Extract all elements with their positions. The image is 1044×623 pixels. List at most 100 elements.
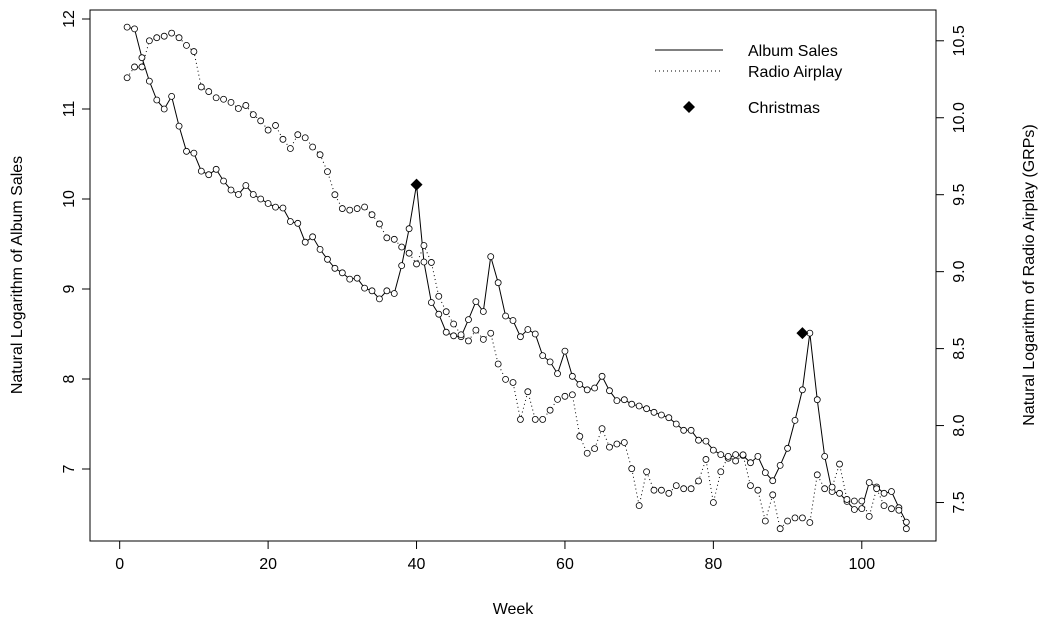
y-right-tick-label: 9.0 [951, 260, 968, 282]
point-album-sales [301, 238, 309, 246]
point-album-sales [517, 333, 524, 341]
point-radio-airplay [353, 205, 361, 212]
point-radio-airplay [494, 360, 502, 368]
series-line-radio-airplay [126, 32, 907, 530]
point-radio-airplay [183, 42, 190, 49]
point-album-sales [776, 461, 784, 469]
y-left-tick-label: 12 [61, 10, 78, 28]
point-album-sales [888, 488, 895, 495]
point-radio-airplay [487, 329, 495, 337]
point-album-sales [791, 416, 799, 424]
legend-label-album-sales: Album Sales [748, 43, 838, 60]
point-album-sales [286, 218, 294, 225]
point-radio-airplay [732, 457, 740, 465]
point-album-sales [257, 195, 265, 203]
point-radio-airplay [331, 191, 339, 199]
point-radio-airplay [264, 126, 272, 134]
point-radio-airplay [873, 485, 881, 493]
point-album-sales [836, 489, 843, 497]
point-radio-airplay [286, 145, 294, 152]
series-layer [123, 23, 910, 533]
y-axis-right-title: Natural Logarithm of Radio Airplay (GRPs… [1021, 124, 1038, 425]
point-album-sales [235, 191, 242, 198]
point-album-sales [190, 149, 198, 157]
point-radio-airplay [628, 465, 636, 473]
point-album-sales [145, 77, 153, 85]
point-album-sales [680, 426, 688, 434]
point-radio-airplay [368, 211, 376, 219]
point-album-sales [465, 316, 472, 324]
point-album-sales [672, 420, 680, 428]
point-album-sales [799, 386, 806, 394]
point-album-sales [361, 284, 368, 292]
point-radio-airplay [294, 131, 302, 139]
point-radio-airplay [791, 514, 799, 522]
point-album-sales [539, 352, 547, 360]
point-album-sales [427, 299, 435, 306]
point-radio-airplay [665, 489, 673, 497]
point-album-sales [628, 400, 636, 408]
point-album-sales [702, 437, 710, 445]
point-radio-airplay [324, 168, 331, 176]
point-radio-airplay [739, 451, 747, 459]
point-album-sales [249, 191, 257, 198]
point-radio-airplay [717, 468, 725, 476]
point-album-sales [227, 186, 235, 194]
point-album-sales [316, 245, 324, 253]
point-radio-airplay [613, 440, 621, 448]
point-radio-airplay [576, 432, 584, 440]
legend-label-radio-airplay: Radio Airplay [748, 64, 842, 81]
point-radio-airplay [390, 235, 398, 243]
point-album-sales [546, 358, 554, 366]
point-radio-airplay [806, 519, 814, 526]
point-radio-airplay [427, 259, 435, 266]
point-album-sales [279, 204, 287, 212]
point-radio-airplay [888, 505, 895, 513]
point-radio-airplay [145, 37, 153, 45]
x-axis-title: Week [493, 601, 535, 618]
christmas-marker [410, 178, 423, 191]
x-tick-label: 0 [115, 556, 124, 573]
y-axis-right: 7.5 8.0 8.5 9.0 9.5 10.0 10.5 [936, 25, 968, 514]
point-radio-airplay [583, 449, 591, 457]
point-album-sales [709, 446, 717, 454]
point-radio-airplay [205, 88, 213, 95]
point-album-sales [598, 372, 606, 380]
point-radio-airplay [123, 74, 131, 82]
point-radio-airplay [309, 143, 317, 151]
y-right-tick-label: 10.5 [951, 25, 968, 56]
x-tick-label: 40 [408, 556, 426, 573]
point-album-sales [717, 451, 725, 459]
point-radio-airplay [502, 375, 509, 383]
point-album-sales [687, 426, 695, 434]
point-album-sales [197, 167, 205, 175]
point-radio-airplay [591, 445, 599, 453]
point-album-sales [168, 93, 176, 100]
point-album-sales [487, 253, 495, 261]
point-album-sales [294, 219, 302, 227]
point-radio-airplay [153, 34, 161, 42]
point-radio-airplay [568, 391, 576, 399]
point-album-sales [390, 290, 398, 297]
point-radio-airplay [272, 122, 279, 129]
y-left-tick-label: 11 [61, 101, 78, 118]
point-album-sales [576, 380, 584, 388]
point-album-sales [398, 262, 406, 270]
point-album-sales [160, 105, 168, 113]
point-album-sales [784, 444, 791, 452]
point-album-sales [123, 23, 131, 31]
point-album-sales [568, 372, 576, 380]
point-album-sales [554, 370, 561, 378]
point-radio-airplay [442, 308, 450, 316]
point-radio-airplay [702, 456, 710, 463]
point-album-sales [338, 269, 346, 277]
legend: Album Sales Radio Airplay Christmas [655, 43, 842, 117]
x-tick-label: 20 [259, 556, 277, 573]
point-radio-airplay [531, 416, 539, 423]
y-right-tick-label: 7.5 [951, 491, 968, 513]
point-radio-airplay [546, 406, 554, 414]
point-album-sales [858, 505, 866, 513]
point-album-sales [472, 298, 480, 306]
point-radio-airplay [131, 63, 138, 71]
